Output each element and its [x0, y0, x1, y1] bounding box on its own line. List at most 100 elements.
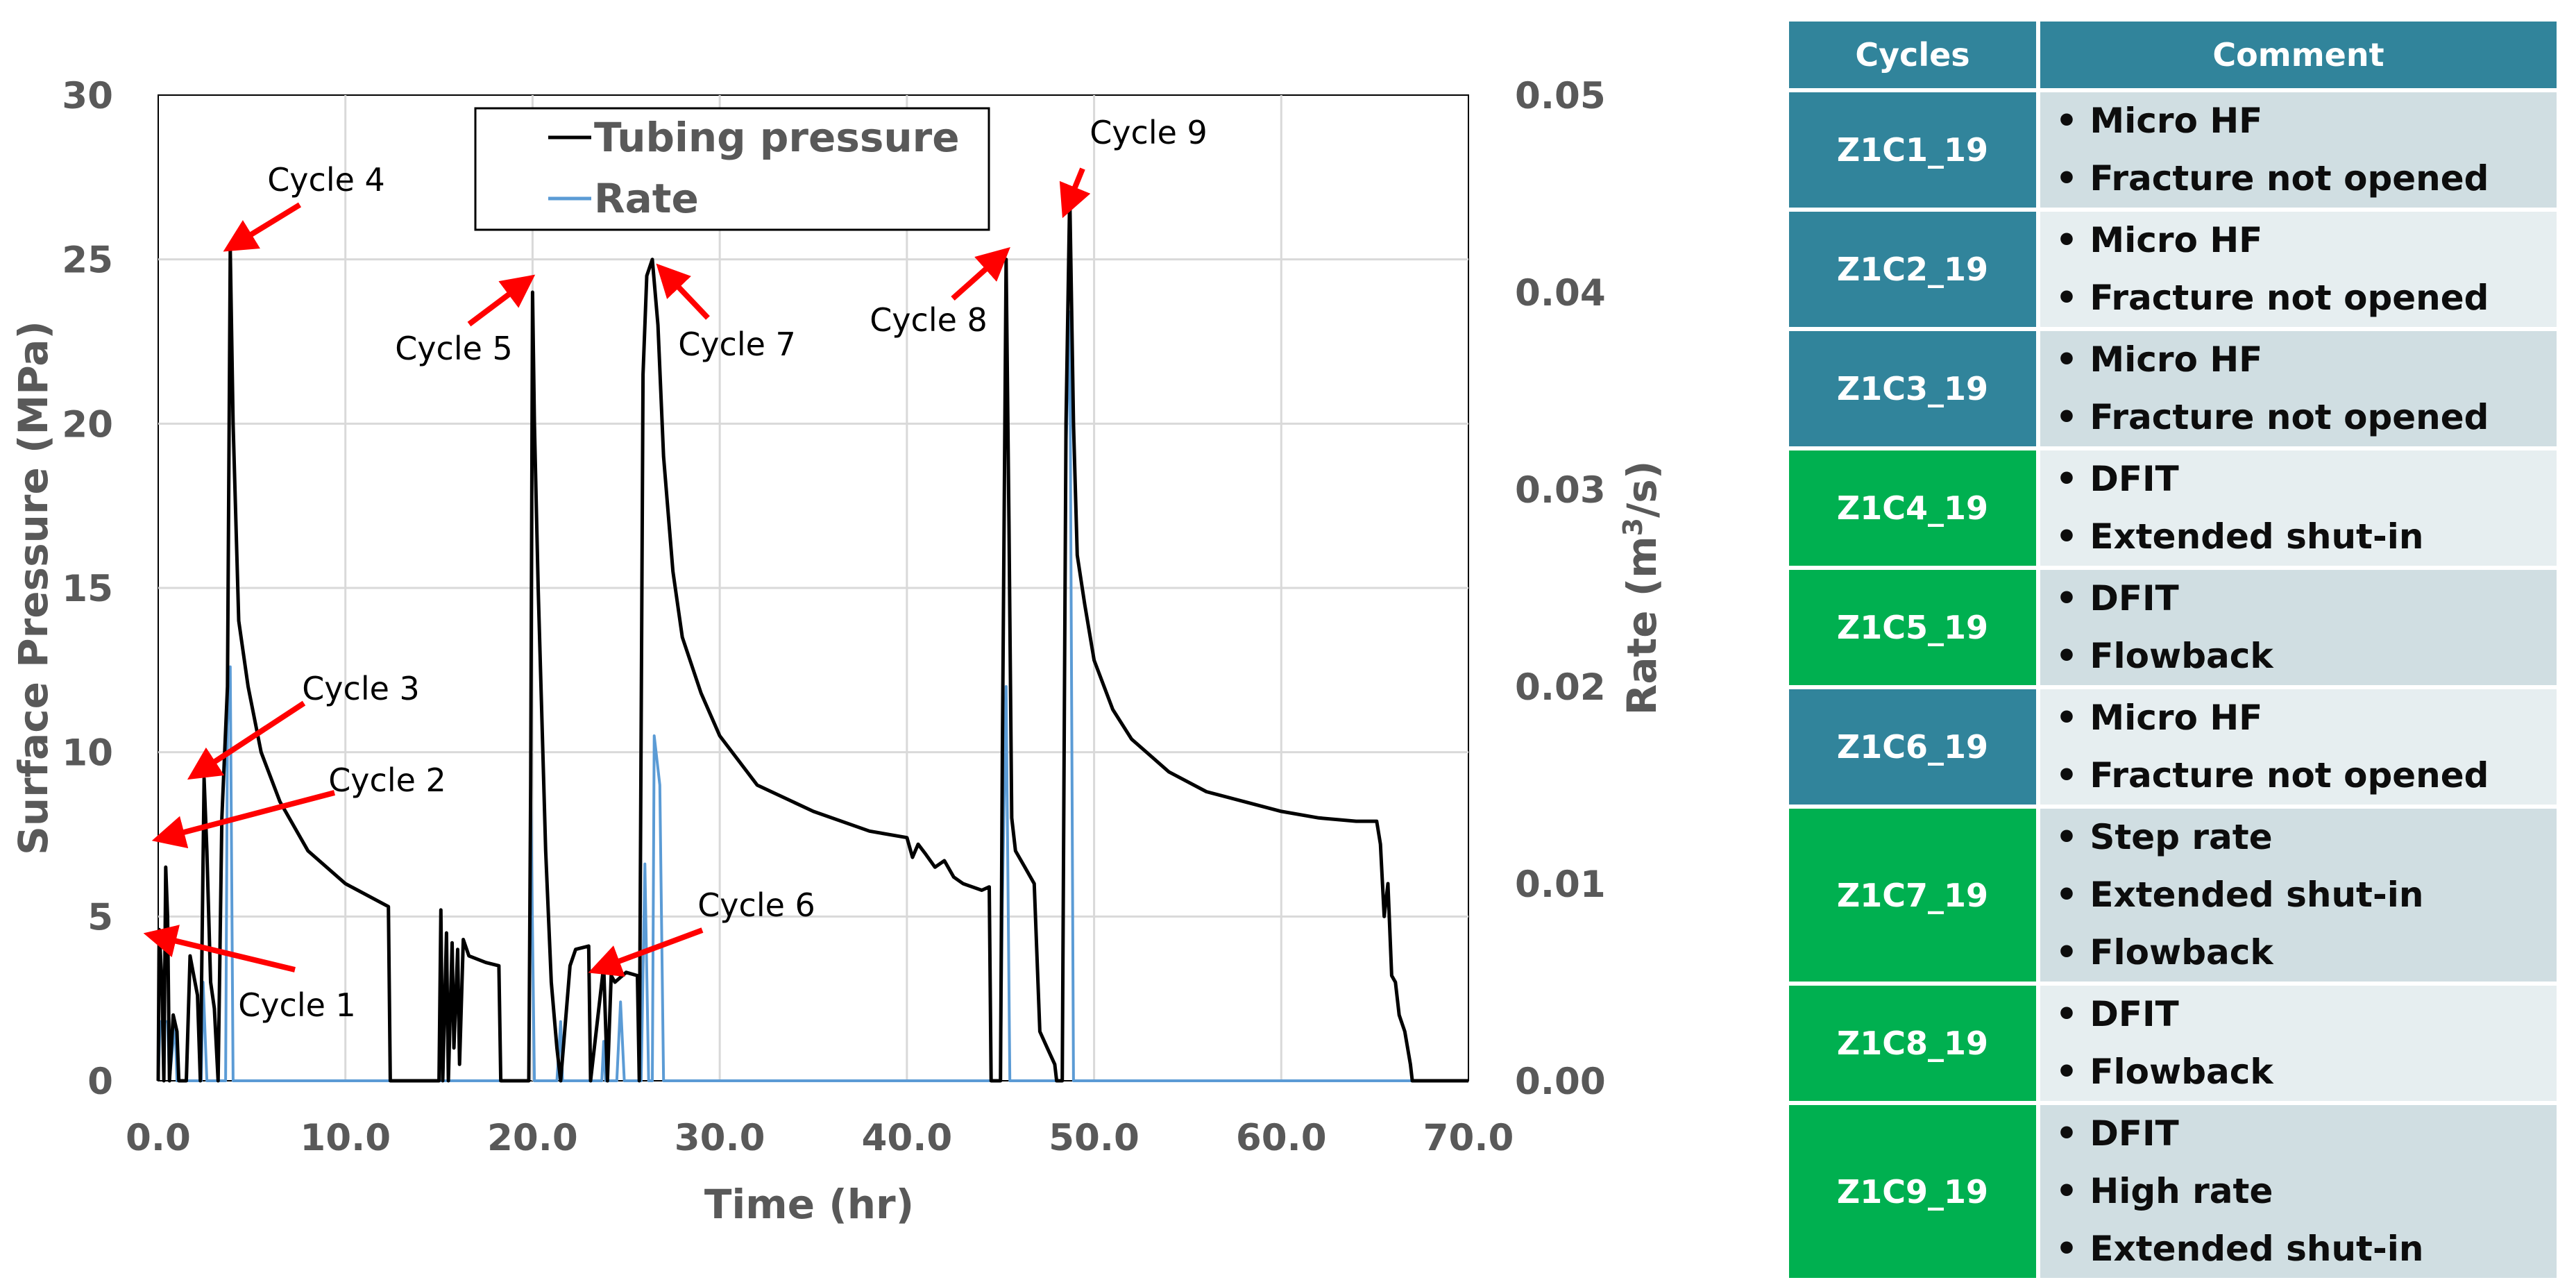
table-row: Z1C3_19 Micro HF Fracture not opened	[1787, 329, 2559, 448]
y-tick-label: 25	[62, 239, 113, 282]
x-axis-label: Time (hr)	[704, 1181, 914, 1228]
cycle-cell: Z1C1_19	[1787, 90, 2038, 210]
y2-tick-label: 0.04	[1515, 272, 1606, 314]
y2-label-prefix: Rate (m	[1618, 536, 1666, 715]
comment-cell: DFIT High rate Extended shut-in	[2038, 1103, 2559, 1280]
y-tick-label: 20	[62, 403, 113, 446]
comment-line: Micro HF	[2056, 331, 2557, 389]
header-comment: Comment	[2038, 19, 2559, 90]
comment-line: Fracture not opened	[2056, 269, 2557, 327]
cycle-cell: Z1C8_19	[1787, 984, 2038, 1103]
y-axis-label: Surface Pressure (MPa)	[10, 321, 57, 855]
comment-line: DFIT	[2056, 986, 2557, 1043]
arrow-cycle-8	[951, 247, 1010, 301]
cycle-cell: Z1C2_19	[1787, 210, 2038, 329]
cycle-table: Cycles Comment Z1C1_19 Micro HF Fracture…	[1787, 19, 2559, 1280]
arrow-cycle-3	[187, 700, 306, 780]
arrow-cycle-9	[1059, 167, 1091, 219]
table-row: Z1C8_19 DFIT Flowback	[1787, 984, 2559, 1103]
comment-cell: DFIT Flowback	[2038, 568, 2559, 687]
arrow-cycle-6	[588, 927, 704, 977]
comment-line: Micro HF	[2056, 689, 2557, 747]
y-tick-label: 10	[62, 732, 113, 775]
x-tick-label: 70.0	[1423, 1117, 1514, 1159]
comment-line: Fracture not opened	[2056, 389, 2557, 446]
table-row: Z1C4_19 DFIT Extended shut-in	[1787, 448, 2559, 568]
series-group	[156, 192, 1468, 1083]
y-tick-label: 30	[62, 75, 113, 117]
arrow-cycle-5	[467, 274, 536, 327]
cycle-cell: Z1C3_19	[1787, 329, 2038, 448]
table-row: Z1C9_19 DFIT High rate Extended shut-in	[1787, 1103, 2559, 1280]
comment-line: DFIT	[2056, 450, 2557, 508]
cycle-cell: Z1C5_19	[1787, 568, 2038, 687]
cycle-cell: Z1C9_19	[1787, 1103, 2038, 1280]
y-tick-label: 15	[62, 568, 113, 610]
annotation-cycle-1: Cycle 1	[238, 986, 356, 1024]
comment-line: Micro HF	[2056, 92, 2557, 150]
arrow-cycle-4	[223, 202, 302, 252]
x-tick-label: 10.0	[300, 1117, 391, 1159]
annotations	[143, 167, 1091, 977]
arrow-cycle-7	[656, 263, 710, 320]
comment-line: Step rate	[2056, 809, 2557, 866]
table-row: Z1C6_19 Micro HF Fracture not opened	[1787, 687, 2559, 807]
gridlines	[158, 95, 1468, 1081]
x-axis-ticks: 0.0 10.0 20.0 30.0 40.0 50.0 60.0 70.0	[126, 1117, 1514, 1159]
annotation-cycle-6: Cycle 6	[697, 886, 815, 924]
comment-line: Flowback	[2056, 1043, 2557, 1101]
annotation-cycle-3: Cycle 3	[302, 670, 420, 707]
y2-label-suffix: /s)	[1618, 461, 1666, 518]
y2-axis-label: Rate (m3/s)	[1618, 461, 1666, 716]
y2-axis-ticks: 0.00 0.01 0.02 0.03 0.04 0.05	[1515, 75, 1606, 1103]
header-cycles: Cycles	[1787, 19, 2038, 90]
legend-box	[474, 107, 990, 231]
x-tick-label: 40.0	[861, 1117, 952, 1159]
comment-line: Micro HF	[2056, 212, 2557, 269]
y-tick-label: 0	[87, 1061, 113, 1103]
y2-tick-label: 0.05	[1515, 75, 1606, 117]
legend-label-tubing-pressure: Tubing pressure	[594, 114, 960, 161]
comment-line: Fracture not opened	[2056, 150, 2557, 208]
y2-tick-label: 0.01	[1515, 864, 1606, 906]
comment-line: DFIT	[2056, 570, 2557, 628]
comment-cell: Micro HF Fracture not opened	[2038, 210, 2559, 329]
table-row: Z1C2_19 Micro HF Fracture not opened	[1787, 210, 2559, 329]
y2-tick-label: 0.03	[1515, 469, 1606, 512]
arrow-cycle-1	[143, 925, 296, 972]
annotation-cycle-8: Cycle 8	[870, 301, 988, 339]
arrow-cycle-2	[151, 790, 336, 849]
comment-line: Flowback	[2056, 628, 2557, 685]
series-line-tubing-pressure	[156, 192, 1468, 1083]
comment-cell: Step rate Extended shut-in Flowback	[2038, 807, 2559, 984]
annotation-cycle-5: Cycle 5	[395, 330, 513, 367]
comment-line: Flowback	[2056, 924, 2557, 982]
comment-cell: Micro HF Fracture not opened	[2038, 329, 2559, 448]
table-row: Z1C7_19 Step rate Extended shut-in Flowb…	[1787, 807, 2559, 984]
cycle-cell: Z1C6_19	[1787, 687, 2038, 807]
table-row: Z1C5_19 DFIT Flowback	[1787, 568, 2559, 687]
y2-tick-label: 0.00	[1515, 1061, 1606, 1103]
x-tick-label: 50.0	[1049, 1117, 1139, 1159]
comment-cell: Micro HF Fracture not opened	[2038, 687, 2559, 807]
x-tick-label: 0.0	[126, 1117, 191, 1159]
comment-line: Extended shut-in	[2056, 508, 2557, 566]
annotation-cycle-9: Cycle 9	[1090, 114, 1208, 151]
comment-line: Fracture not opened	[2056, 747, 2557, 805]
cycle-cell: Z1C7_19	[1787, 807, 2038, 984]
comment-cell: DFIT Extended shut-in	[2038, 448, 2559, 568]
annotation-cycle-7: Cycle 7	[678, 326, 796, 363]
table-row: Z1C1_19 Micro HF Fracture not opened	[1787, 90, 2559, 210]
comment-cell: DFIT Flowback	[2038, 984, 2559, 1103]
annotation-cycle-2: Cycle 2	[328, 761, 446, 799]
comment-line: DFIT	[2056, 1105, 2557, 1163]
legend: Tubing pressure Rate	[474, 107, 990, 231]
y-tick-label: 5	[87, 896, 113, 938]
y2-label-superscript: 3	[1618, 518, 1648, 536]
y-axis-ticks: 0 5 10 15 20 25 30	[62, 75, 113, 1103]
cycle-cell: Z1C4_19	[1787, 448, 2038, 568]
comment-line: High rate	[2056, 1163, 2557, 1220]
annotation-cycle-4: Cycle 4	[267, 161, 385, 199]
x-tick-label: 60.0	[1236, 1117, 1327, 1159]
